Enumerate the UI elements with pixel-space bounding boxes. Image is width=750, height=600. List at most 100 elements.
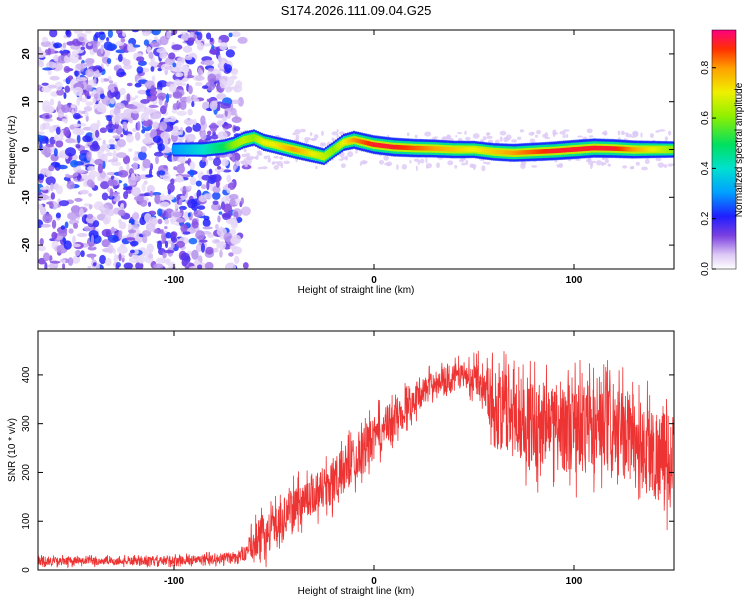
noise-blob [118,221,127,230]
noise-blob [49,75,60,81]
noise-blob [122,186,130,191]
noise-blob [294,128,301,135]
noise-blob [622,132,626,135]
noise-blob [85,68,94,78]
noise-blob [157,208,163,217]
noise-blob [44,105,55,113]
noise-blob [168,66,176,72]
noise-blob [229,198,236,207]
noise-blob [555,164,563,167]
noise-blob [224,108,231,112]
noise-blob [471,164,477,169]
noise-blob [149,41,160,48]
noise-blob [90,234,95,245]
noise-blob [99,254,107,265]
noise-blob [145,223,156,232]
noise-blob [589,163,593,170]
noise-blob [426,165,429,169]
noise-blob [209,100,218,111]
noise-blob [384,162,391,166]
noise-blob [110,98,116,105]
noise-blob [87,165,96,171]
noise-blob [562,129,570,132]
noise-blob [163,249,175,254]
noise-blob [504,137,510,142]
noise-blob [544,132,549,138]
noise-blob [176,164,186,174]
colorbar-tick-label: 0.4 [700,161,711,175]
noise-blob [315,165,318,170]
noise-blob [153,151,164,157]
noise-blob [101,239,111,248]
noise-blob [667,130,672,136]
noise-blob [157,143,165,152]
noise-blob [464,130,467,135]
noise-blob [218,240,226,251]
spectrogram-y-label: Frequency (Hz) [7,116,18,185]
noise-blob [107,244,114,254]
noise-blob [159,50,168,60]
noise-blob [49,260,61,264]
noise-blob [233,126,241,132]
noise-blob [640,132,643,138]
noise-blob [189,161,196,171]
noise-blob [457,132,463,135]
noise-blob [534,134,539,138]
colorbar-tick-label: 0.0 [700,262,711,276]
noise-blob [47,263,57,269]
noise-blob [122,59,131,66]
noise-blob [195,230,205,241]
noise-blob [88,229,99,239]
noise-blob [158,229,164,234]
noise-blob [178,198,183,206]
noise-blob [157,218,163,225]
noise-blob [131,186,141,197]
noise-blob [41,82,49,86]
noise-blob [45,170,52,177]
colorbar-gradient [711,29,737,270]
noise-blob [425,157,428,164]
noise-blob [127,105,138,110]
noise-blob [295,158,298,163]
noise-blob [220,102,231,109]
noise-blob [663,164,668,168]
noise-blob [74,70,79,77]
noise-blob [94,158,104,166]
noise-blob [151,75,156,84]
colorbar-tick-label: 0.6 [700,111,711,125]
noise-blob [160,193,166,202]
noise-blob [166,240,172,244]
noise-blob [122,121,128,130]
noise-blob [83,203,91,207]
noise-blob [38,134,44,142]
noise-blob [188,237,198,245]
noise-blob [321,142,327,147]
noise-blob [157,240,163,251]
noise-blob [178,156,186,164]
noise-blob [214,239,220,243]
noise-blob [202,101,210,111]
noise-blob [86,151,92,161]
noise-blob [114,90,121,100]
noise-blob [424,131,432,137]
noise-blob [65,138,76,144]
noise-blob [73,86,84,96]
noise-blob [165,232,172,239]
noise-blob [454,165,458,169]
noise-blob [419,158,425,164]
noise-blob [176,110,187,116]
noise-blob [100,77,105,83]
noise-blob [44,262,48,269]
noise-blob [68,228,74,234]
noise-blob [92,42,98,53]
noise-blob [44,122,51,130]
noise-blob [99,93,105,100]
noise-blob [256,150,262,155]
noise-blob [188,85,193,95]
noise-blob [123,64,133,70]
noise-blob [487,139,494,144]
noise-blob [345,155,348,161]
noise-blob [51,219,57,229]
noise-blob [101,228,113,238]
noise-blob [137,151,147,161]
